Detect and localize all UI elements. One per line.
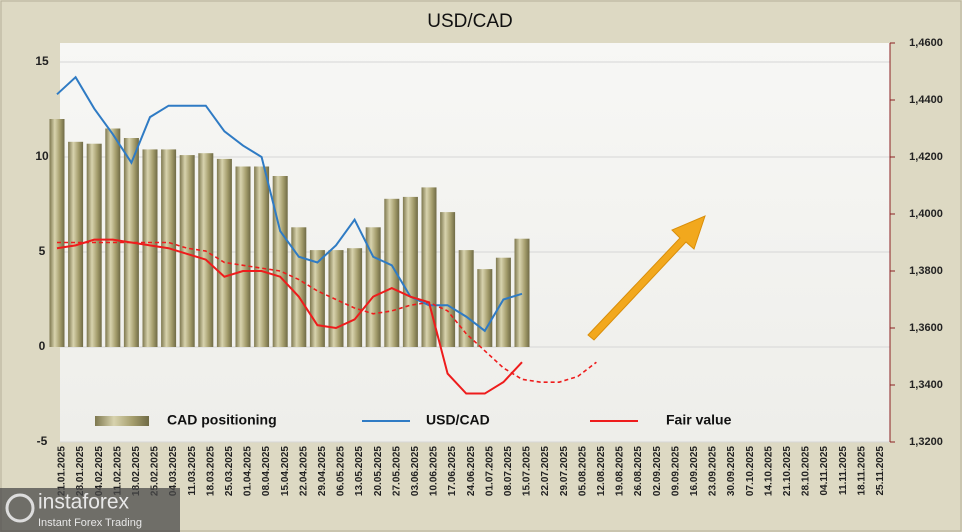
bar bbox=[142, 149, 158, 347]
bar bbox=[495, 257, 511, 347]
x-tick-label: 11.03.2025 bbox=[187, 446, 198, 496]
x-tick-label: 01.04.2025 bbox=[243, 446, 254, 496]
x-tick-label: 29.04.2025 bbox=[317, 446, 328, 496]
bar bbox=[365, 227, 381, 347]
x-tick-label: 30.09.2025 bbox=[726, 446, 737, 496]
y2-tick-label: 1,3400 bbox=[909, 379, 943, 391]
x-tick-label: 18.03.2025 bbox=[205, 446, 216, 496]
x-tick-label: 07.10.2025 bbox=[745, 446, 756, 496]
x-tick-label: 21.10.2025 bbox=[782, 446, 793, 496]
x-tick-label: 13.05.2025 bbox=[354, 446, 365, 496]
x-tick-label: 15.04.2025 bbox=[280, 446, 291, 496]
y2-tick-label: 1,3800 bbox=[909, 265, 943, 277]
bar bbox=[514, 238, 530, 347]
x-tick-label: 06.05.2025 bbox=[336, 446, 347, 496]
y2-tick-label: 1,3600 bbox=[909, 322, 943, 334]
x-tick-label: 25.02.2025 bbox=[150, 446, 161, 496]
x-tick-label: 05.08.2025 bbox=[577, 446, 588, 496]
x-tick-label: 17.06.2025 bbox=[447, 446, 458, 496]
x-tick-label: 01.07.2025 bbox=[484, 446, 495, 496]
chart-title: USD/CAD bbox=[427, 11, 513, 32]
x-tick-label: 25.03.2025 bbox=[224, 446, 235, 496]
y2-tick-label: 1,4000 bbox=[909, 208, 943, 220]
x-tick-label: 16.09.2025 bbox=[689, 446, 700, 496]
legend-label: CAD positioning bbox=[167, 412, 277, 428]
x-tick-label: 10.06.2025 bbox=[429, 446, 440, 496]
bar bbox=[49, 119, 65, 347]
legend-label: Fair value bbox=[666, 412, 732, 428]
bar bbox=[105, 128, 121, 347]
x-tick-label: 08.07.2025 bbox=[503, 446, 514, 496]
legend-label: USD/CAD bbox=[426, 412, 490, 428]
watermark-tagline: Instant Forex Trading bbox=[38, 517, 142, 529]
bar bbox=[272, 176, 288, 347]
x-tick-label: 04.11.2025 bbox=[819, 446, 830, 496]
x-tick-label: 28.10.2025 bbox=[801, 446, 812, 496]
y-tick-label: 5 bbox=[39, 244, 46, 258]
bar bbox=[477, 269, 493, 347]
y-tick-label: 0 bbox=[39, 339, 46, 353]
trend-line bbox=[57, 241, 597, 383]
x-tick-label: 23.09.2025 bbox=[708, 446, 719, 496]
bar bbox=[440, 212, 456, 347]
watermark-box bbox=[0, 488, 180, 532]
x-tick-label: 26.08.2025 bbox=[633, 446, 644, 496]
x-tick-label: 03.06.2025 bbox=[410, 446, 421, 496]
x-tick-label: 04.02.2025 bbox=[94, 446, 105, 496]
x-tick-label: 18.11.2025 bbox=[856, 446, 867, 496]
x-tick-label: 22.04.2025 bbox=[298, 446, 309, 496]
y-tick-label: 15 bbox=[35, 54, 49, 68]
y-tick-label: -5 bbox=[37, 434, 48, 448]
y2-tick-label: 1,4400 bbox=[909, 94, 943, 106]
x-tick-label: 02.09.2025 bbox=[652, 446, 663, 496]
bar bbox=[198, 153, 214, 347]
y2-tick-label: 1,3200 bbox=[909, 436, 943, 448]
trend-arrow bbox=[587, 215, 706, 341]
bar bbox=[179, 155, 195, 347]
x-tick-label: 04.03.2025 bbox=[168, 446, 179, 496]
x-tick-label: 27.05.2025 bbox=[391, 446, 402, 496]
watermark-logo bbox=[5, 493, 35, 523]
bar bbox=[402, 196, 418, 347]
y2-tick-label: 1,4200 bbox=[909, 151, 943, 163]
bar bbox=[458, 250, 474, 347]
x-tick-label: 12.08.2025 bbox=[596, 446, 607, 496]
x-tick-label: 11.11.2025 bbox=[838, 446, 849, 495]
x-tick-label: 25.11.2025 bbox=[875, 446, 886, 496]
bar bbox=[421, 187, 437, 347]
x-tick-label: 15.07.2025 bbox=[522, 446, 533, 496]
y-tick-label: 10 bbox=[35, 149, 49, 163]
x-tick-label: 20.05.2025 bbox=[373, 446, 384, 496]
x-tick-label: 21.01.2025 bbox=[57, 446, 68, 496]
bar bbox=[291, 227, 307, 347]
watermark-brand: instaforex bbox=[38, 491, 130, 514]
bar bbox=[328, 250, 344, 347]
y2-tick-label: 1,4600 bbox=[909, 37, 943, 49]
x-tick-label: 24.06.2025 bbox=[466, 446, 477, 496]
x-tick-label: 11.02.2025 bbox=[112, 446, 123, 496]
x-tick-label: 22.07.2025 bbox=[540, 446, 551, 496]
x-tick-label: 28.01.2025 bbox=[75, 446, 86, 496]
x-tick-label: 14.10.2025 bbox=[763, 446, 774, 496]
bar bbox=[347, 248, 363, 347]
line bbox=[56, 75, 523, 333]
bar bbox=[86, 143, 102, 347]
x-tick-label: 09.09.2025 bbox=[670, 446, 681, 496]
bar bbox=[235, 166, 251, 347]
legend-swatch bbox=[95, 416, 149, 426]
x-tick-label: 19.08.2025 bbox=[615, 446, 626, 496]
bar bbox=[254, 166, 270, 347]
x-tick-label: 29.07.2025 bbox=[559, 446, 570, 496]
bar bbox=[216, 158, 232, 347]
x-tick-label: 18.02.2025 bbox=[131, 446, 142, 496]
x-tick-label: 08.04.2025 bbox=[261, 446, 272, 496]
bar bbox=[309, 250, 325, 347]
